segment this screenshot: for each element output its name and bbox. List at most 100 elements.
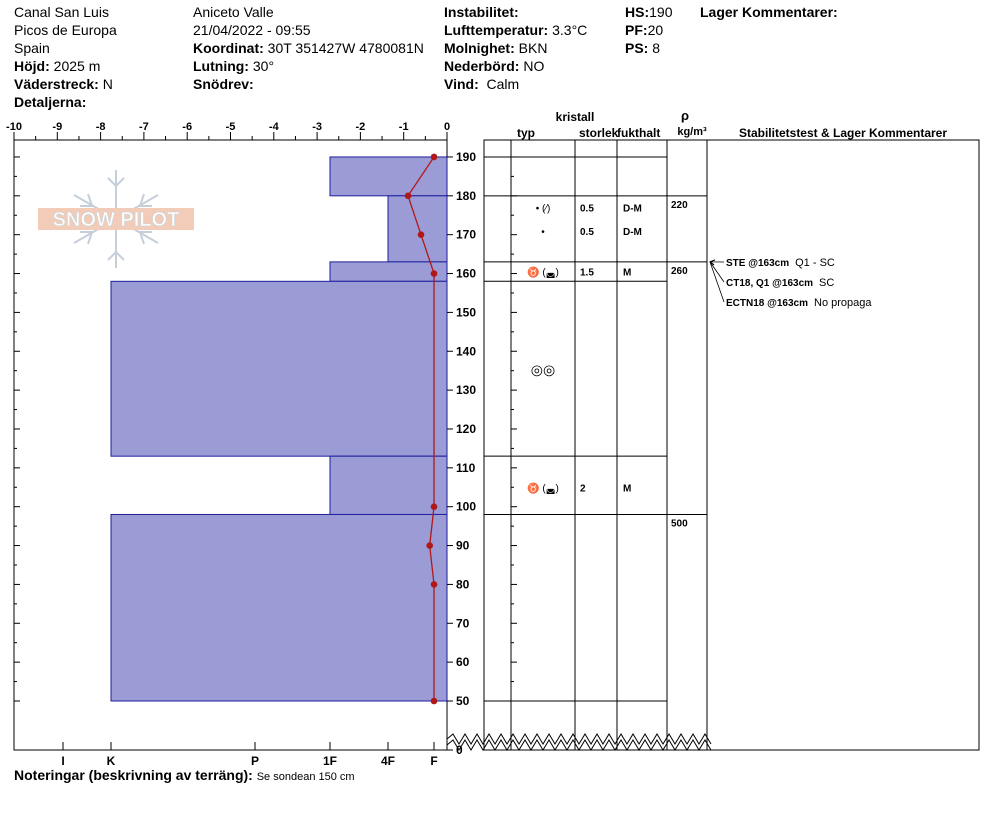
profile-frames	[13, 139, 980, 751]
layer-size-4: 2	[580, 483, 586, 494]
temperature-point-5	[426, 542, 433, 549]
pf: PF:20	[625, 21, 663, 39]
stability-pointer-2	[709, 261, 725, 303]
temperature-profile	[404, 153, 438, 705]
density-value-0: 220	[671, 200, 688, 211]
hardness-bar-2	[329, 261, 448, 282]
hardness-label-F: F	[430, 754, 437, 768]
height-label-90: 90	[456, 539, 470, 553]
layer-type-3: ◎◎	[531, 362, 555, 378]
hardness-bar-3	[110, 280, 448, 457]
temp-tick-label-5: -5	[226, 121, 236, 133]
height-label-190: 190	[456, 150, 476, 164]
temp-tick-label-3: -7	[139, 121, 149, 133]
ps: PS: 8	[625, 39, 660, 57]
height-label-110: 110	[456, 461, 476, 475]
temp-tick-label-4: -6	[182, 121, 192, 133]
slope: Lutning: 30°	[193, 57, 274, 75]
drift: Snödrev:	[193, 75, 254, 93]
wind-label: Vind:	[444, 76, 479, 92]
sky: Molnighet: BKN	[444, 39, 547, 57]
height-label-100: 100	[456, 500, 476, 514]
height-label-170: 170	[456, 228, 476, 242]
temperature-point-7	[430, 697, 438, 705]
height-label-120: 120	[456, 422, 476, 436]
elevation-value: 2025 m	[53, 58, 101, 74]
slope-value: 30°	[252, 58, 275, 74]
col-heading-rho: ρ	[681, 108, 689, 123]
aspect: Väderstreck: N	[14, 75, 113, 93]
height-label-80: 80	[456, 577, 470, 591]
temperature-point-3	[430, 270, 438, 277]
instability-label: Instabilitet:	[444, 4, 519, 20]
drift-label: Snödrev:	[193, 76, 254, 92]
notes: Noteringar (beskrivning av terräng): Se …	[14, 766, 355, 786]
precipitation: Nederbörd: NO	[444, 57, 544, 75]
layer-table-frame	[483, 139, 980, 751]
coordinate: Koordinat: 30T 351427W 4780081N	[193, 39, 424, 57]
ps-value: 8	[652, 40, 661, 56]
logo-band	[38, 208, 194, 230]
height-label-150: 150	[456, 305, 476, 319]
temp-tick-label-10: 0	[444, 121, 450, 133]
hs: HS:190	[625, 3, 672, 21]
temperature-point-1	[404, 192, 412, 200]
layer-size-0: 0.5	[580, 203, 594, 214]
mountain-range: Picos de Europa	[14, 22, 117, 38]
temperature-line	[407, 156, 435, 701]
sky-value: BKN	[518, 40, 548, 56]
elevation: Höjd: 2025 m	[14, 57, 100, 75]
stability-test-result-1: SC	[819, 277, 834, 289]
temp-tick-label-6: -4	[269, 121, 280, 133]
hardness-bar-1	[387, 195, 448, 263]
slope-label: Lutning:	[193, 58, 249, 74]
density-value-1: 260	[671, 266, 688, 277]
hardness-bar-4	[329, 455, 448, 515]
stability-test-name-2: ECTN18 @163cm	[726, 298, 808, 309]
location: Canal San Luis	[14, 4, 109, 20]
hardness-label-K: K	[107, 754, 116, 768]
layer-type-1: •	[541, 227, 545, 238]
stability-pointer-1	[709, 261, 725, 283]
notes-value: Se sondean 150 cm	[256, 771, 355, 783]
instability: Instabilitet:	[444, 3, 519, 21]
axis-break	[446, 733, 712, 751]
temp-tick-label-2: -8	[96, 121, 106, 133]
temp-tick-label-0: -10	[6, 121, 22, 133]
hardness-label-4F: 4F	[381, 754, 395, 768]
layer-moisture-2: M	[623, 268, 631, 279]
height-label-50: 50	[456, 694, 470, 708]
temp-tick-label-1: -9	[52, 121, 62, 133]
hs-value: 190	[649, 4, 673, 20]
hardness-label-P: P	[251, 754, 259, 768]
axis-break-line-upper	[446, 733, 712, 745]
elevation-label: Höjd:	[14, 58, 50, 74]
temperature-point-6	[430, 581, 438, 588]
height-label-140: 140	[456, 344, 476, 358]
details: Detaljerna:	[14, 93, 86, 111]
height-label-70: 70	[456, 616, 470, 630]
layer-type-2: ♉ (◛)	[527, 266, 559, 279]
stability-arrow-2	[709, 259, 716, 266]
hardness-label-I: I	[61, 754, 64, 768]
layer-size-1: 0.5	[580, 227, 594, 238]
axis-ticks: -10 -9 -8 -7 -6 -5 -4 -3 -2 -1 0I K P 1F 4F F0506070809…	[6, 121, 517, 768]
pf-label: PF:	[625, 22, 648, 38]
height-label-160: 160	[456, 267, 476, 281]
aspect-label: Väderstreck:	[14, 76, 99, 92]
layer-moisture-1: D-M	[623, 227, 642, 238]
col-heading-moisture: fukthalt	[617, 126, 660, 140]
axis-break-line-lower	[446, 739, 712, 751]
precip-label: Nederbörd:	[444, 58, 520, 74]
layer-type-4: ♉ (◛)	[527, 481, 559, 494]
density-value-2: 500	[671, 518, 688, 529]
hs-label: HS:	[625, 4, 650, 20]
details-label: Detaljerna:	[14, 94, 87, 110]
temp-tick-label-7: -3	[312, 121, 322, 133]
logo-text: SNOW PILOT	[53, 209, 180, 231]
stability-test-2: ECTN18 @163cm No propaga	[726, 297, 872, 309]
height-label-130: 130	[456, 383, 476, 397]
observer: Aniceto Valle	[193, 4, 274, 20]
wind: Vind: Calm	[444, 75, 519, 93]
temperature-point-2	[417, 231, 425, 238]
